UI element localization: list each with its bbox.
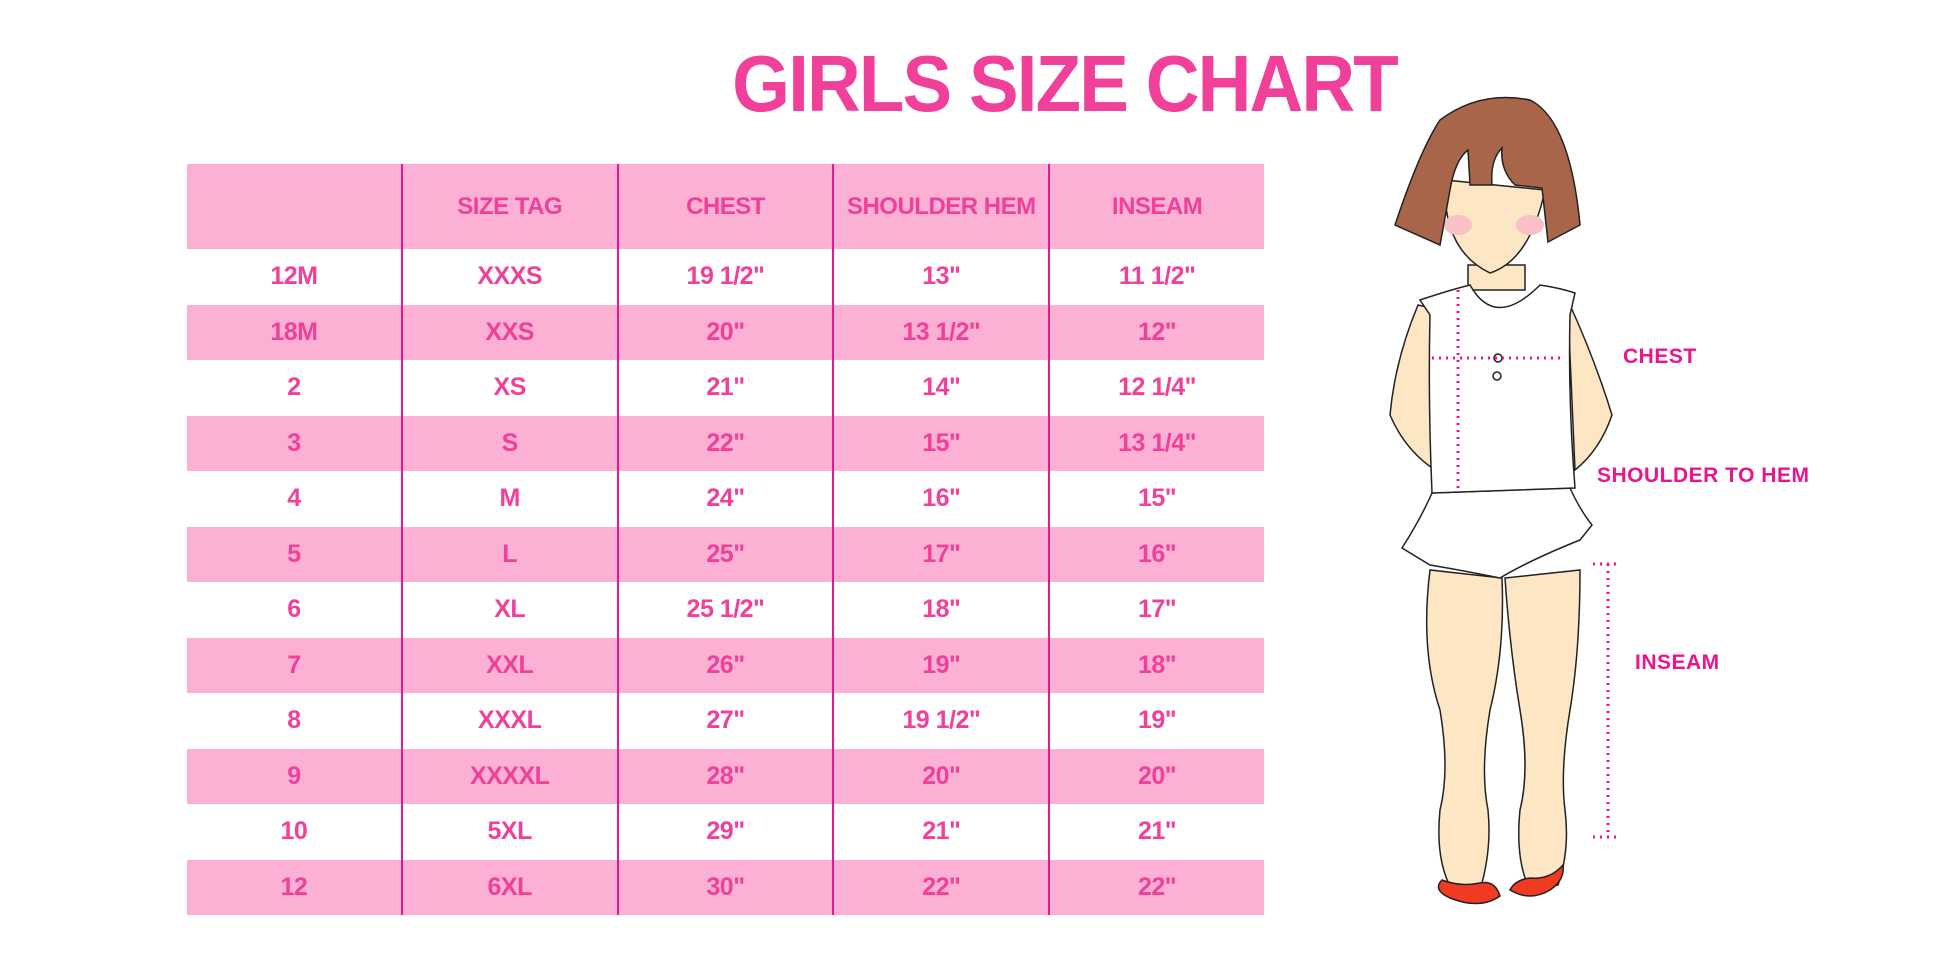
size-table: SIZE TAG CHEST SHOULDER HEM INSEAM 12M XXXS 19…: [187, 164, 1264, 915]
column-header: [187, 164, 401, 249]
table-cell: 16": [1048, 526, 1264, 582]
shirt: [1418, 284, 1576, 494]
column-header: CHEST: [616, 164, 833, 249]
table-cell: 18": [1048, 637, 1264, 693]
table-cell: 11 1/2": [1048, 249, 1264, 305]
table-cell: 13": [832, 249, 1048, 305]
table-cell: 5XL: [400, 804, 617, 860]
table-cell: XXXS: [400, 249, 617, 305]
girl-illustration: [1389, 96, 1620, 905]
table-row: 18M XXS 20" 13 1/2" 12": [187, 304, 1264, 360]
table-cell: XXL: [400, 637, 617, 693]
table-cell: 21": [1048, 804, 1264, 860]
table-cell: 19 1/2": [832, 693, 1048, 749]
right-leg: [1504, 569, 1581, 891]
table-cell: 17": [1048, 582, 1264, 638]
table-cell: 15": [832, 415, 1048, 471]
table-cell: 8: [287, 706, 301, 735]
table-row: 5 L 25" 17" 16": [187, 526, 1264, 582]
table-cell: 25": [616, 526, 833, 582]
table-cell: 20": [832, 748, 1048, 804]
column-header: SHOULDER HEM: [832, 164, 1048, 249]
chest-label: CHEST: [1623, 345, 1697, 368]
table-cell: XS: [400, 360, 617, 416]
shoulder-to-hem-label: SHOULDER TO HEM: [1597, 464, 1810, 487]
table-cell: XL: [400, 582, 617, 638]
right-shoe: [1509, 863, 1564, 897]
left-leg: [1425, 569, 1504, 891]
table-cell: 13 1/2": [832, 304, 1048, 360]
table-cell: 19": [832, 637, 1048, 693]
table-cell: 27": [616, 693, 833, 749]
table-cell: S: [400, 415, 617, 471]
table-row: 7 XXL 26" 19" 18": [187, 637, 1264, 693]
column-header: INSEAM: [1048, 164, 1264, 249]
table-cell: 3: [287, 428, 301, 457]
table-cell: 2: [287, 373, 301, 402]
table-cell: 20": [616, 304, 833, 360]
table-row: 6 XL 25 1/2" 18" 17": [187, 582, 1264, 638]
table-cell: 4: [287, 484, 301, 513]
table-cell: 21": [616, 360, 833, 416]
table-cell: 17": [832, 526, 1048, 582]
left-shoe: [1437, 879, 1501, 905]
table-cell: 25 1/2": [616, 582, 833, 638]
table-cell: L: [400, 526, 617, 582]
table-cell: 18M: [270, 317, 318, 346]
table-cell: 22": [832, 859, 1048, 915]
table-cell: 9: [287, 761, 301, 790]
table-cell: 16": [832, 471, 1048, 527]
left-arm: [1389, 304, 1441, 472]
table-cell: 22": [616, 415, 833, 471]
table-row: 2 XS 21" 14" 12 1/4": [187, 360, 1264, 416]
table-cell: XXXXL: [400, 748, 617, 804]
table-cell: 6XL: [400, 859, 617, 915]
table-cell: 7: [287, 650, 301, 679]
skirt: [1400, 487, 1593, 579]
table-row: 10 5XL 29" 21" 21": [187, 804, 1264, 860]
table-header-row: SIZE TAG CHEST SHOULDER HEM INSEAM: [187, 164, 1264, 249]
column-header: SIZE TAG: [400, 164, 617, 249]
table-row: 8 XXXL 27" 19 1/2" 19": [187, 693, 1264, 749]
table-cell: 5: [287, 539, 301, 568]
table-cell: 26": [616, 637, 833, 693]
table-cell: 28": [616, 748, 833, 804]
table-cell: 6: [287, 595, 301, 624]
table-cell: 19": [1048, 693, 1264, 749]
table-cell: 15": [1048, 471, 1264, 527]
table-row: 12 6XL 30" 22" 22": [187, 859, 1264, 915]
table-cell: 30": [616, 859, 833, 915]
table-cell: 21": [832, 804, 1048, 860]
hair: [1394, 96, 1581, 247]
table-cell: 18": [832, 582, 1048, 638]
inseam-label: INSEAM: [1635, 651, 1720, 674]
table-cell: 14": [832, 360, 1048, 416]
table-cell: 22": [1048, 859, 1264, 915]
table-row: 3 S 22" 15" 13 1/4": [187, 415, 1264, 471]
table-cell: 12 1/4": [1048, 360, 1264, 416]
table-cell: 13 1/4": [1048, 415, 1264, 471]
table-cell: 29": [616, 804, 833, 860]
table-cell: 19 1/2": [616, 249, 833, 305]
table-cell: 12: [280, 872, 308, 901]
table-row: 9 XXXXL 28" 20" 20": [187, 748, 1264, 804]
table-cell: 12M: [270, 262, 318, 291]
table-row: 4 M 24" 16" 15": [187, 471, 1264, 527]
page-title: GIRLS SIZE CHART: [732, 39, 1399, 128]
table-cell: 24": [616, 471, 833, 527]
right-arm: [1567, 303, 1613, 472]
table-cell: XXS: [400, 304, 617, 360]
table-cell: 12": [1048, 304, 1264, 360]
table-cell: XXXL: [400, 693, 617, 749]
table-cell: M: [400, 471, 617, 527]
table-cell: 20": [1048, 748, 1264, 804]
table-cell: 10: [280, 817, 308, 846]
table-row: 12M XXXS 19 1/2" 13" 11 1/2": [187, 249, 1264, 305]
